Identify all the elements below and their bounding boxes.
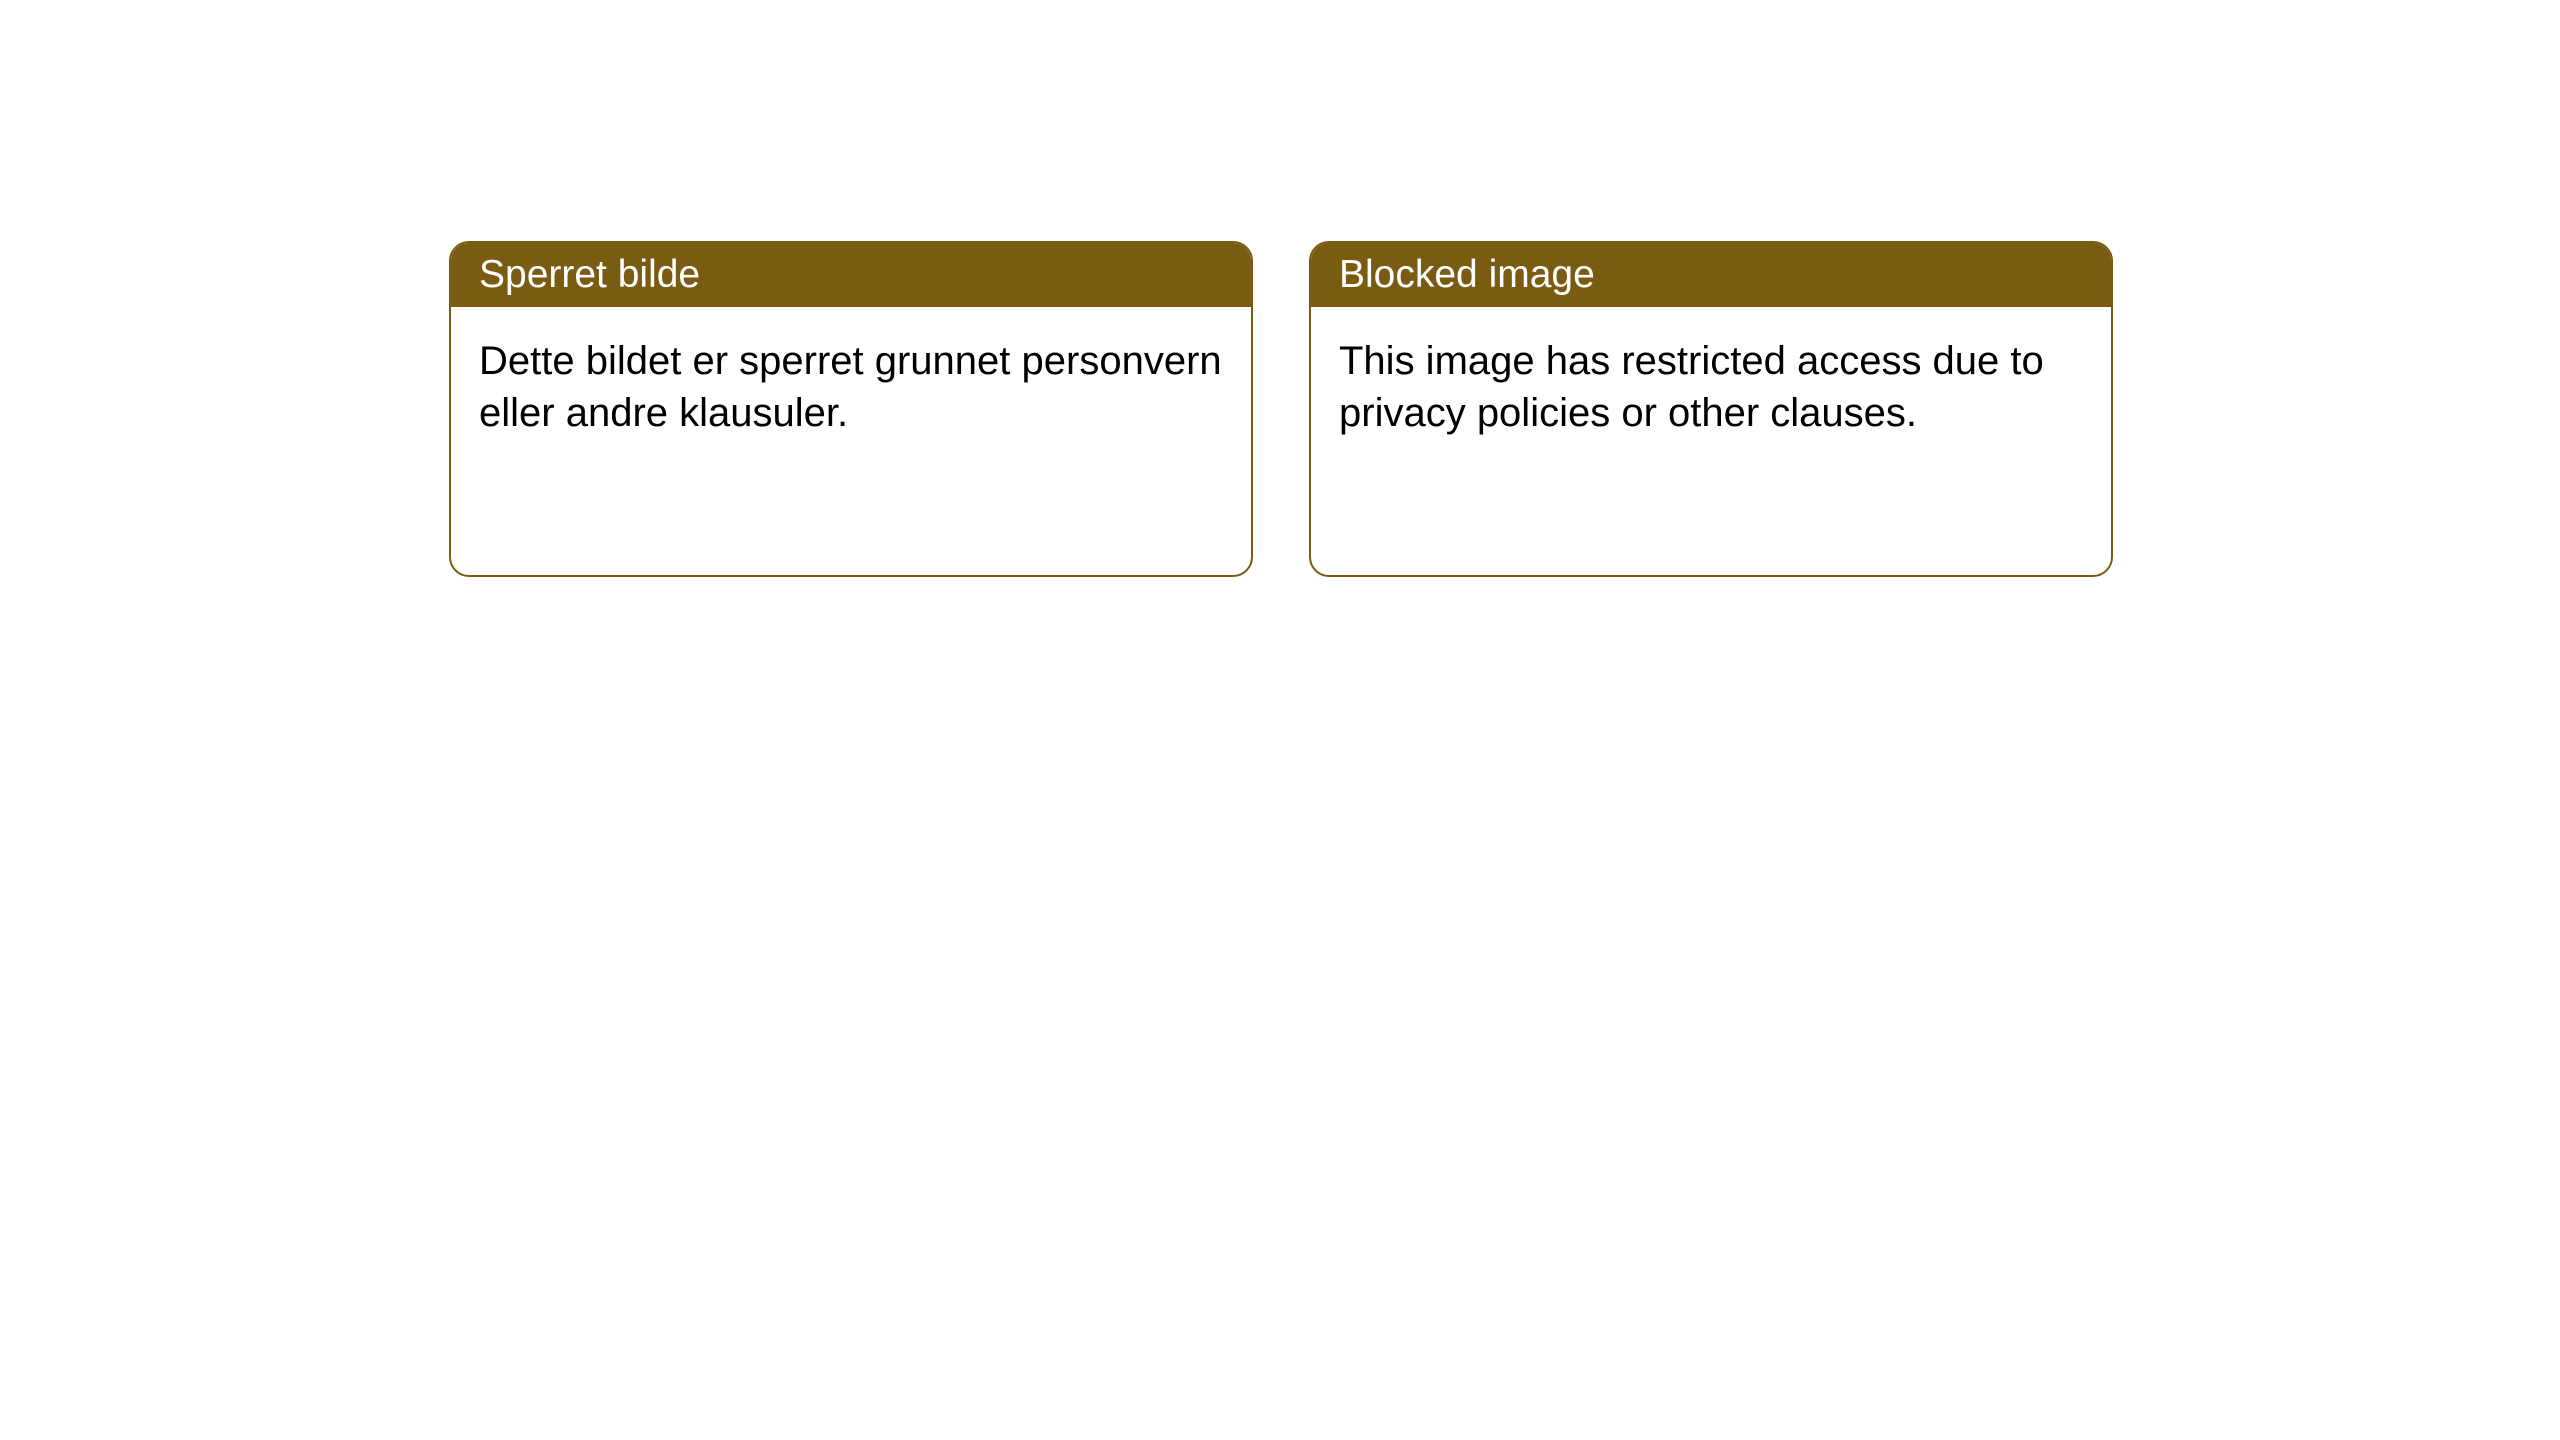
card-message-english: This image has restricted access due to … <box>1339 339 2044 435</box>
notice-card-norwegian: Sperret bilde Dette bildet er sperret gr… <box>449 241 1253 577</box>
card-title-norwegian: Sperret bilde <box>479 253 700 296</box>
notice-container: Sperret bilde Dette bildet er sperret gr… <box>0 0 2560 577</box>
card-header-norwegian: Sperret bilde <box>451 243 1251 307</box>
card-header-english: Blocked image <box>1311 243 2111 307</box>
card-title-english: Blocked image <box>1339 253 1595 296</box>
notice-card-english: Blocked image This image has restricted … <box>1309 241 2113 577</box>
card-body-english: This image has restricted access due to … <box>1311 307 2111 467</box>
card-body-norwegian: Dette bildet er sperret grunnet personve… <box>451 307 1251 467</box>
card-message-norwegian: Dette bildet er sperret grunnet personve… <box>479 339 1222 435</box>
